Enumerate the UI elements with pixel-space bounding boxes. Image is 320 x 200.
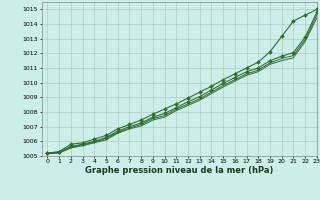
X-axis label: Graphe pression niveau de la mer (hPa): Graphe pression niveau de la mer (hPa) — [85, 166, 273, 175]
